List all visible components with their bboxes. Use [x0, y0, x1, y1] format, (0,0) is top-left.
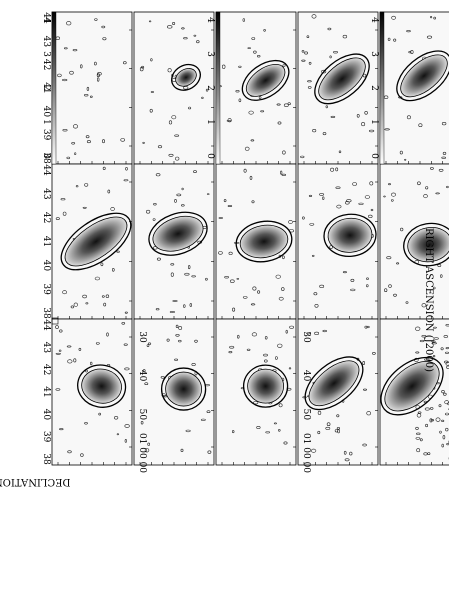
panel-grid: [51, 11, 449, 466]
colorbar-tick-2: 2: [41, 85, 51, 91]
dec-tick-44: 44: [41, 12, 51, 24]
colorbar-tick-1: 1: [205, 119, 215, 125]
dec-tick-43: 43: [41, 342, 51, 354]
dec-tick-39: 39: [41, 283, 51, 295]
dec-tick-39: 39: [41, 431, 51, 443]
dec-tick-43: 43: [41, 36, 51, 48]
colorbar-tick-1: 1: [369, 119, 379, 125]
colorbar-tick-3: 3: [41, 51, 51, 57]
colorbar-tick-1: 1: [41, 119, 51, 125]
dec-tick-40: 40: [41, 260, 51, 272]
dec-tick-44: 44: [41, 164, 51, 176]
colorbar-tick-3: 3: [205, 51, 215, 57]
ra-tick-1: 50: [137, 409, 147, 421]
dec-tick-42: 42: [41, 212, 51, 223]
colorbar-1: [51, 11, 57, 165]
axis-labels: 0123401234012343839404142434438394041424…: [0, 12, 434, 487]
panel-r3-c3: [215, 318, 297, 466]
colorbar-tick-0: 0: [369, 153, 379, 159]
panel-r3-c1: [51, 318, 133, 466]
dec-tick-39: 39: [41, 129, 51, 141]
panel-r1-c5: [379, 11, 449, 165]
dec-tick-42: 42: [41, 59, 51, 70]
ra-tick-0: 01 00 00: [137, 433, 147, 473]
dec-tick-40: 40: [41, 409, 51, 421]
panel-r2-c3: [215, 163, 297, 320]
ra-tick-2: 40: [301, 370, 311, 382]
dec-tick-44: 44: [41, 319, 51, 331]
dec-tick-40: 40: [41, 106, 51, 118]
panel-r3-c5: [379, 318, 449, 466]
ra-tick-1: 50: [301, 409, 311, 421]
panel-r3-c2: [133, 318, 215, 466]
panel-r3-c4: [297, 318, 379, 466]
dec-tick-38: 38: [41, 453, 51, 465]
ra-tick-3: 30: [301, 331, 311, 343]
dec-tick-43: 43: [41, 188, 51, 200]
colorbars: [51, 11, 385, 165]
panel-r2-c4: [297, 163, 379, 320]
ra-tick-3: 30: [137, 331, 147, 343]
colorbar-tick-4: 4: [41, 17, 51, 23]
y-axis-label: DECLINATION (J2000): [0, 476, 71, 487]
dec-tick-41: 41: [41, 386, 51, 397]
panel-r2-c2: [133, 163, 215, 320]
panel-r1-c1: [51, 11, 133, 165]
colorbar-tick-2: 2: [369, 85, 379, 91]
panel-r2-c1: [51, 163, 133, 320]
ra-tick-0: 01 00 00: [301, 433, 311, 473]
colorbar-tick-4: 4: [369, 17, 379, 23]
panel-r1-c2: [133, 11, 215, 165]
colorbar-tick-4: 4: [205, 17, 215, 23]
beam-marker: [51, 317, 59, 325]
colorbar-tick-3: 3: [369, 51, 379, 57]
panel-r1-c3: [215, 11, 297, 165]
dec-tick-38: 38: [41, 152, 51, 164]
dec-tick-41: 41: [41, 236, 51, 247]
dec-tick-41: 41: [41, 82, 51, 93]
panel-r2-c5: [379, 163, 449, 320]
ra-tick-2: 40: [137, 370, 147, 382]
colorbar-tick-0: 0: [205, 153, 215, 159]
colorbar-tick-0: 0: [41, 153, 51, 159]
x-axis-label: RIGHT ASCENSION (J2000): [423, 228, 434, 372]
colorbar-tick-2: 2: [205, 85, 215, 91]
dec-tick-42: 42: [41, 364, 51, 375]
colorbar-3: [215, 11, 221, 165]
panel-r1-c4: [297, 11, 379, 165]
dec-tick-38: 38: [41, 307, 51, 319]
colorbar-5: [379, 11, 385, 165]
